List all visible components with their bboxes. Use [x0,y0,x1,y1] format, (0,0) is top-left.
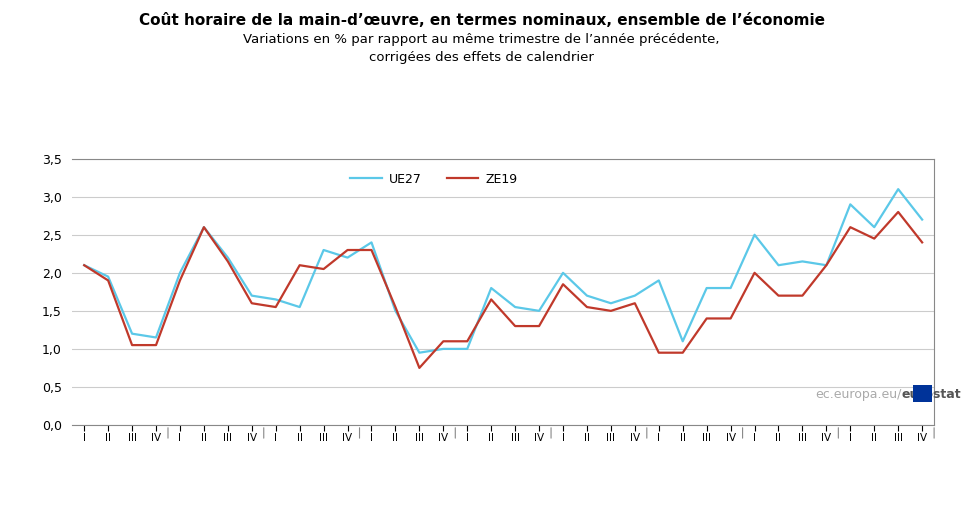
Text: ec.europa.eu/: ec.europa.eu/ [815,388,901,401]
Text: Variations en % par rapport au même trimestre de l’année précédente,
corrigées d: Variations en % par rapport au même trim… [244,33,719,65]
Text: eurostat: eurostat [901,388,961,401]
FancyBboxPatch shape [913,385,931,402]
Legend: UE27, ZE19: UE27, ZE19 [346,167,523,190]
Text: Coût horaire de la main-d’œuvre, en termes nominaux, ensemble de l’économie: Coût horaire de la main-d’œuvre, en term… [139,13,824,28]
